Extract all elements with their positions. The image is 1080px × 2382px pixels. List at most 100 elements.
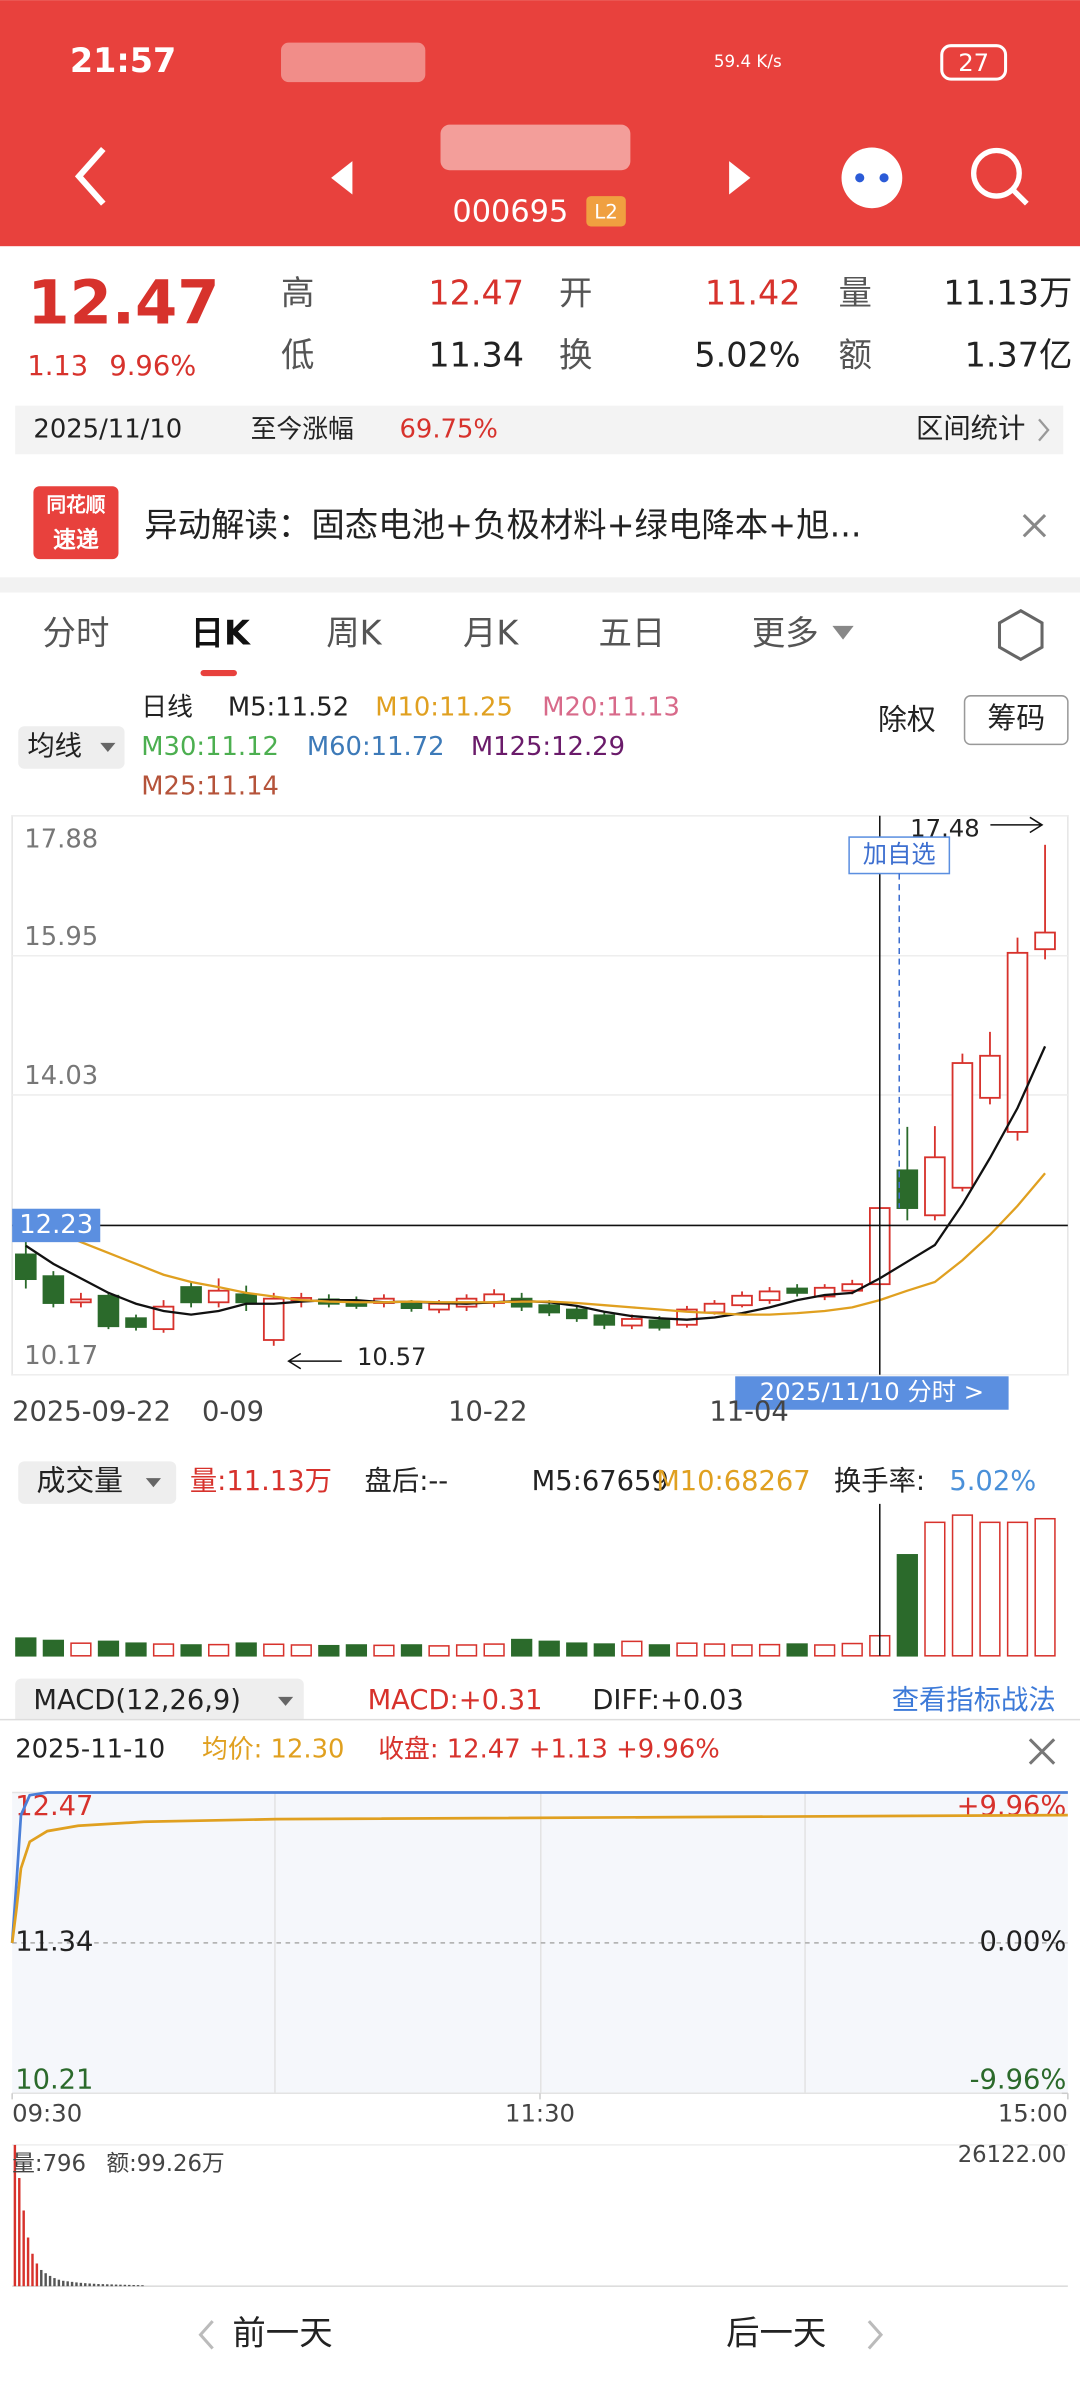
- blurred-name: [440, 124, 631, 171]
- exright-button[interactable]: 除权: [878, 703, 936, 737]
- close-news[interactable]: [1022, 513, 1047, 538]
- vol-bar: [53, 2278, 56, 2287]
- candle-body: [538, 1304, 561, 1314]
- vol-bar: [106, 2284, 109, 2287]
- candle-body: [676, 1308, 698, 1326]
- settings[interactable]: [997, 608, 1044, 662]
- x-tick-label: 09:30: [12, 2099, 82, 2128]
- avg_line-line: [10, 1813, 1068, 1944]
- x-tick-label: 11-04: [709, 1396, 788, 1427]
- candle-body: [648, 1319, 671, 1329]
- volume-bar: [676, 1642, 698, 1657]
- status-speed: 59.4 K/s: [714, 51, 782, 71]
- field-label: 高: [281, 273, 314, 312]
- low-label: 10.57: [357, 1342, 427, 1371]
- tab[interactable]: 更多: [752, 614, 819, 653]
- tab[interactable]: 月K: [463, 614, 519, 653]
- macd-link[interactable]: 查看指标战法: [892, 1685, 1056, 1716]
- candle-body: [731, 1294, 753, 1307]
- range-stats[interactable]: 区间统计: [916, 413, 1025, 444]
- vol-bar: [97, 2284, 100, 2287]
- vol-header: M5:67659: [532, 1466, 669, 1497]
- assistant[interactable]: [841, 147, 903, 209]
- vol-bar: [31, 2253, 34, 2287]
- volume-bar: [180, 1644, 202, 1657]
- intraday-date: 2025-11-10: [15, 1734, 165, 1764]
- next-day[interactable]: 后一天: [726, 2313, 826, 2352]
- volume-bar: [648, 1644, 671, 1657]
- vol-header: 换手率:: [834, 1466, 925, 1497]
- vol-bar: [110, 2284, 113, 2287]
- ma-selector[interactable]: [18, 726, 125, 769]
- vol-bar: [57, 2279, 61, 2287]
- candle-body: [400, 1302, 423, 1310]
- prev-stock[interactable]: [331, 161, 353, 195]
- candle-body: [97, 1294, 120, 1328]
- volume-bar: [1034, 1517, 1056, 1657]
- crosshair-label: 12.23: [19, 1210, 93, 1240]
- volume-bar: [566, 1642, 588, 1657]
- status-time: 21:57: [70, 41, 176, 80]
- stock-code: 000695: [452, 194, 568, 229]
- volume-bar: [814, 1644, 836, 1657]
- candle-body: [621, 1318, 643, 1327]
- vol-header: M10:68267: [656, 1466, 811, 1497]
- battery: [940, 44, 1008, 81]
- volume-bar: [125, 1642, 147, 1657]
- ma-item: M60:11.72: [307, 732, 445, 762]
- back-button[interactable]: [74, 146, 106, 206]
- prev-day[interactable]: 前一天: [232, 2313, 332, 2352]
- next-stock[interactable]: [729, 161, 751, 195]
- vol-tick-label: 26122.00: [958, 2142, 1067, 2168]
- range-bar[interactable]: [15, 405, 1064, 455]
- vol-bar: [44, 2273, 47, 2287]
- candle-body: [125, 1317, 147, 1328]
- vol-title[interactable]: 成交量: [36, 1464, 123, 1498]
- chip-button[interactable]: [963, 695, 1069, 746]
- search[interactable]: [971, 147, 1022, 199]
- vol-selector[interactable]: [18, 1461, 177, 1504]
- volume-bar: [345, 1644, 368, 1657]
- candle-body: [703, 1302, 726, 1314]
- x-tick-label: 0-09: [202, 1396, 264, 1427]
- vol-bar: [48, 2275, 52, 2287]
- price-line: [10, 1791, 1068, 1943]
- vol-bar: [66, 2281, 69, 2287]
- dropdown: [100, 742, 116, 753]
- volume-bar: [924, 1521, 946, 1657]
- vol-bar: [141, 2285, 144, 2287]
- vol-bar: [101, 2284, 105, 2287]
- volume-bar: [263, 1643, 285, 1657]
- vol-bar: [62, 2280, 65, 2287]
- y2-tick-label: +9.96%: [957, 1791, 1067, 1822]
- y-tick-label: 11.34: [15, 1926, 93, 1957]
- volume-bar: [841, 1642, 863, 1657]
- add-watch[interactable]: 加自选: [863, 839, 936, 868]
- ma-selector-label[interactable]: 均线: [27, 731, 82, 762]
- search: [1011, 188, 1029, 206]
- tab[interactable]: 周K: [326, 614, 382, 653]
- volume-bar: [15, 1637, 37, 1657]
- chevron: [198, 2320, 214, 2350]
- macd-title[interactable]: MACD(12,26,9): [33, 1685, 241, 1716]
- dropdown: [832, 625, 854, 640]
- news-text[interactable]: 异动解读：固态电池+负极材料+绿电降本+旭...: [144, 506, 861, 545]
- y-tick-label: 10.21: [15, 2065, 93, 2096]
- vol-bar: [136, 2285, 140, 2287]
- volume-bar: [97, 1640, 120, 1657]
- header-bg: [0, 0, 1080, 247]
- macd-selector[interactable]: [15, 1678, 304, 1725]
- vol-bar: [13, 2144, 17, 2287]
- tab[interactable]: 分时: [43, 614, 110, 653]
- close-panel[interactable]: [1028, 1738, 1056, 1765]
- blurred: [281, 42, 426, 83]
- tab[interactable]: 五日: [598, 614, 665, 653]
- candle-body: [813, 1286, 836, 1298]
- ma-item: 日线: [141, 692, 193, 722]
- tab[interactable]: 日K: [191, 614, 251, 653]
- candle-body: [896, 1169, 919, 1209]
- date-strip[interactable]: 2025/11/10 分时 >: [760, 1377, 984, 1406]
- volume-bar: [731, 1644, 753, 1657]
- chip-button-label[interactable]: 筹码: [987, 701, 1045, 735]
- dropdown: [277, 1696, 294, 1706]
